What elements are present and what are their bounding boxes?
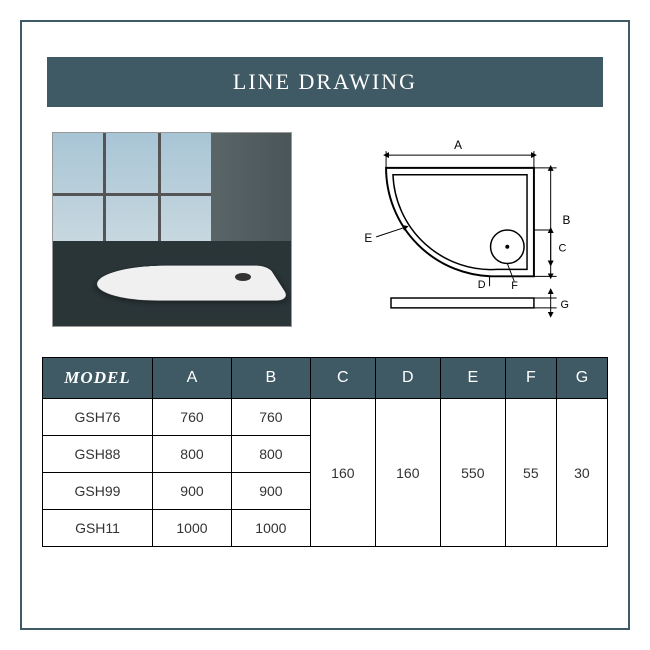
dim-label-f: F <box>511 280 518 292</box>
images-row: A B C D F E <box>42 132 608 327</box>
spec-table: MODEL A B C D E F G GSH76 760 760 160 16… <box>42 357 608 547</box>
cell-e: 550 <box>440 399 505 547</box>
table-row: GSH76 760 760 160 160 550 55 30 <box>43 399 608 436</box>
cell-b: 900 <box>231 473 310 510</box>
section-title-bar: LINE DRAWING <box>47 57 603 107</box>
cell-b: 760 <box>231 399 310 436</box>
col-b: B <box>231 358 310 399</box>
col-g: G <box>556 358 607 399</box>
cell-g: 30 <box>556 399 607 547</box>
col-d: D <box>375 358 440 399</box>
cell-model: GSH88 <box>43 436 153 473</box>
cell-d: 160 <box>375 399 440 547</box>
photo-drain <box>235 273 251 281</box>
dim-label-b: B <box>563 213 571 227</box>
col-f: F <box>505 358 556 399</box>
photo-window <box>53 133 213 243</box>
col-c: C <box>310 358 375 399</box>
dim-label-c: C <box>559 243 567 255</box>
col-model: MODEL <box>43 358 153 399</box>
product-photo <box>52 132 292 327</box>
table-header-row: MODEL A B C D E F G <box>43 358 608 399</box>
dim-label-a: A <box>454 138 462 152</box>
spec-sheet-container: LINE DRAWING <box>20 20 630 630</box>
cell-model: GSH76 <box>43 399 153 436</box>
cell-a: 760 <box>153 399 232 436</box>
dim-label-g: G <box>561 299 569 311</box>
cell-c: 160 <box>310 399 375 547</box>
line-drawing-diagram: A B C D F E <box>322 132 598 327</box>
col-e: E <box>440 358 505 399</box>
cell-b: 800 <box>231 436 310 473</box>
section-title: LINE DRAWING <box>233 69 417 94</box>
cell-model: GSH99 <box>43 473 153 510</box>
cell-a: 1000 <box>153 510 232 547</box>
cell-a: 800 <box>153 436 232 473</box>
col-a: A <box>153 358 232 399</box>
cell-f: 55 <box>505 399 556 547</box>
dim-label-d: D <box>478 279 486 291</box>
photo-shower-tray <box>85 266 290 301</box>
dim-label-e: E <box>364 231 372 245</box>
cell-model: GSH11 <box>43 510 153 547</box>
cell-b: 1000 <box>231 510 310 547</box>
cell-a: 900 <box>153 473 232 510</box>
